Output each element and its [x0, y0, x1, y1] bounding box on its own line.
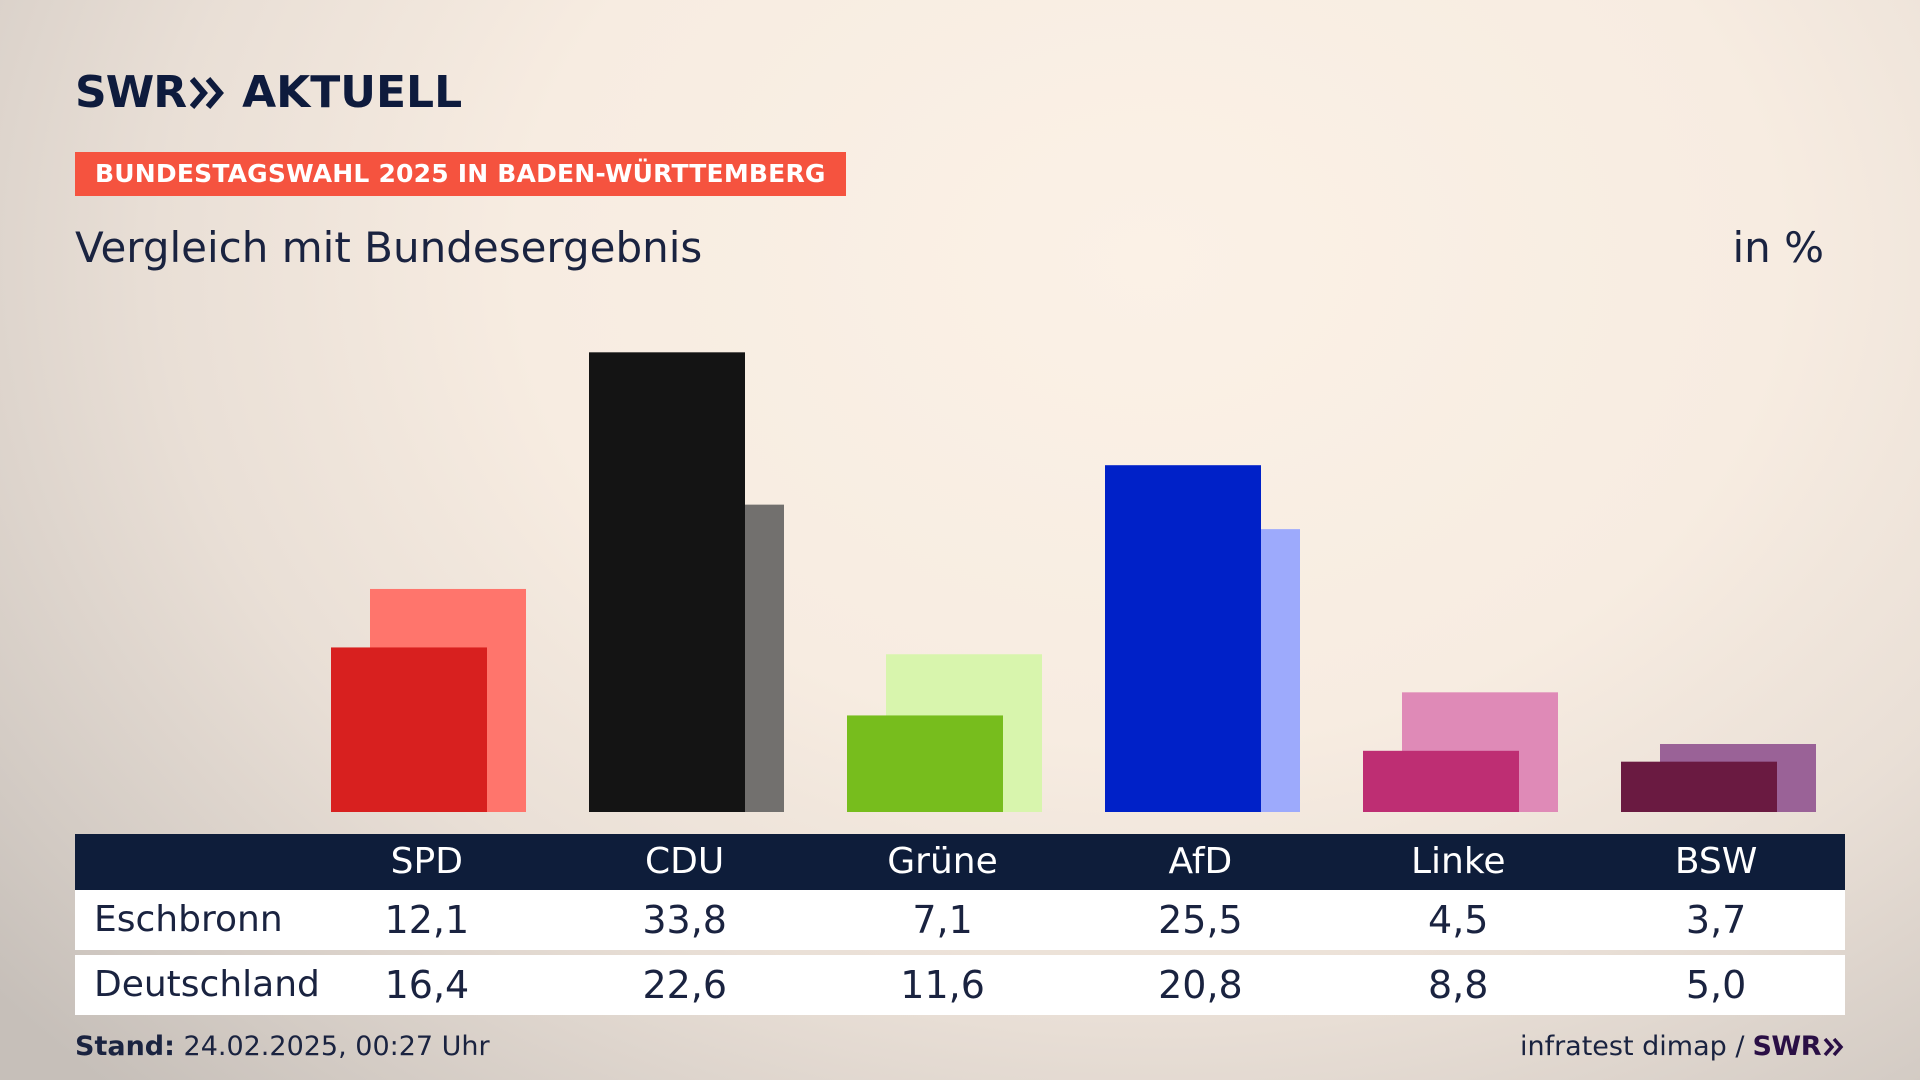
row-label: Deutschland — [94, 964, 320, 1005]
source-credit: infratest dimap / SWR — [1520, 1030, 1845, 1064]
source-text: infratest dimap / — [1519, 1031, 1745, 1062]
double-chevron-small-icon — [1823, 1037, 1844, 1057]
value-cell: 20,8 — [1158, 963, 1243, 1007]
value-cell: 12,1 — [384, 898, 470, 942]
header-empty-cell — [75, 834, 298, 890]
value-cell: 33,8 — [642, 898, 727, 942]
value-cell: 4,5 — [1428, 898, 1489, 942]
chart-subtitle: Vergleich mit Bundesergebnis — [75, 223, 703, 272]
header-party-bsw: BSW — [1674, 841, 1758, 882]
header-party-linke: Linke — [1410, 841, 1506, 882]
row-label: Eschbronn — [94, 899, 283, 940]
table-header: SPD CDU Grüne AfD Linke BSW — [75, 834, 1845, 890]
stand-label: Stand: — [75, 1031, 175, 1062]
swr-small-logo-text: SWR — [1752, 1031, 1821, 1062]
value-cell: 11,6 — [900, 963, 985, 1007]
header-party-spd: SPD — [390, 841, 463, 882]
logo-aktuell-text: AKTUELL — [242, 67, 463, 118]
timestamp: Stand: 24.02.2025, 00:27 Uhr — [75, 1030, 490, 1064]
value-cell: 8,8 — [1428, 963, 1489, 1007]
swr-small-logo: SWR — [1752, 1030, 1845, 1064]
double-chevron-icon — [190, 77, 225, 109]
table-row-eschbronn: Eschbronn 12,1 33,8 7,1 25,5 4,5 3,7 — [75, 890, 1845, 950]
table-row-deutschland: Deutschland 16,4 22,6 11,6 20,8 8,8 5,0 — [75, 955, 1845, 1015]
header-party-afd: AfD — [1168, 841, 1233, 882]
header-party-cdu: CDU — [645, 841, 725, 882]
bar-cdu-eschbronn — [589, 352, 745, 812]
value-cell: 16,4 — [384, 963, 470, 1007]
bar-spd-eschbronn — [331, 647, 487, 812]
header-party-gruene: Grüne — [887, 841, 998, 882]
bar-gruene-eschbronn — [847, 715, 1003, 812]
logo-swr-text: SWR — [75, 67, 187, 118]
bar-chart — [331, 352, 1816, 812]
unit-label: in % — [1732, 223, 1824, 272]
election-tag: BUNDESTAGSWAHL 2025 IN BADEN-WÜRTTEMBERG — [75, 152, 846, 196]
bar-afd-eschbronn — [1105, 465, 1261, 812]
value-cell: 5,0 — [1685, 963, 1747, 1007]
results-table: SPD CDU Grüne AfD Linke BSW Eschbronn 12… — [75, 834, 1845, 1015]
bar-bsw-eschbronn — [1621, 761, 1777, 812]
value-cell: 7,1 — [912, 898, 973, 942]
value-cell: 25,5 — [1158, 898, 1243, 942]
value-cell: 3,7 — [1685, 898, 1747, 942]
stand-value: 24.02.2025, 00:27 Uhr — [183, 1031, 490, 1062]
value-cell: 22,6 — [642, 963, 728, 1007]
swr-aktuell-logo: SWR AKTUELL — [75, 68, 462, 118]
bar-linke-eschbronn — [1363, 750, 1519, 812]
